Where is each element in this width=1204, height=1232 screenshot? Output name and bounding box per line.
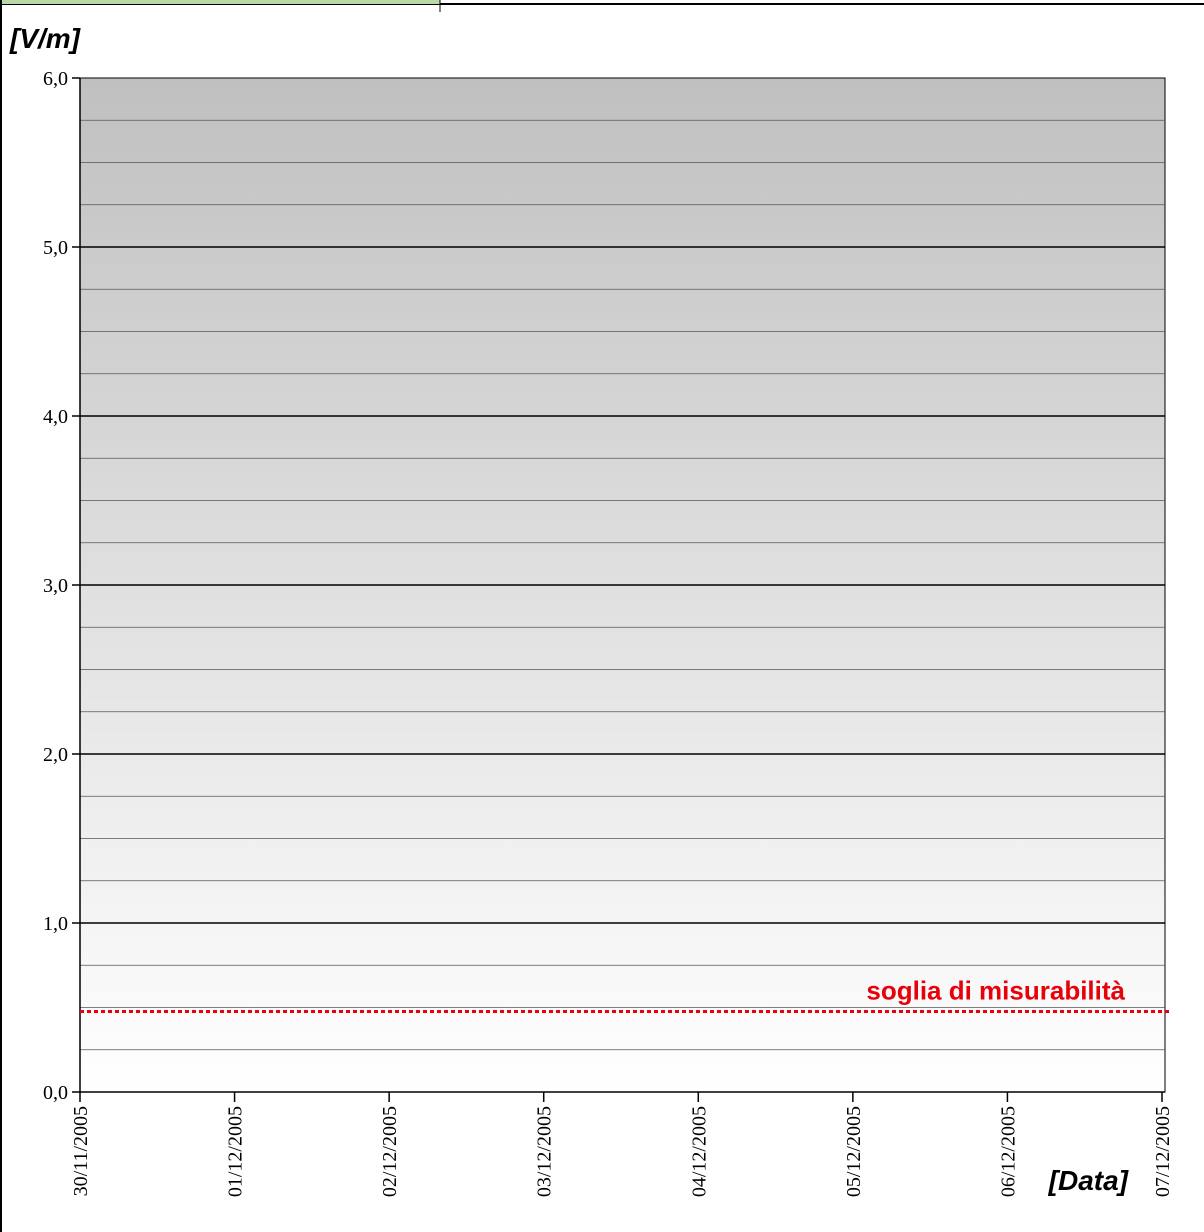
y-tick-label: 4,0 <box>43 406 68 428</box>
corner-tab <box>2 0 440 4</box>
y-tick-label: 1,0 <box>43 913 68 935</box>
threshold-label: soglia di misurabilità <box>866 976 1125 1006</box>
x-tick-label: 01/12/2005 <box>225 1106 247 1197</box>
y-tick-label: 0,0 <box>43 1082 68 1104</box>
x-axis-label: [Data] <box>1048 1165 1130 1196</box>
x-tick-label: 02/12/2005 <box>379 1106 401 1197</box>
x-tick-label: 04/12/2005 <box>688 1106 710 1197</box>
y-tick-label: 6,0 <box>43 68 68 90</box>
x-axis-ticks: 30/11/2005 01/12/2005 02/12/2005 03/12/2005… <box>70 1092 1174 1197</box>
x-tick-label: 07/12/2005 <box>1152 1106 1174 1197</box>
x-tick-label: 06/12/2005 <box>997 1106 1019 1197</box>
y-tick-label: 5,0 <box>43 237 68 259</box>
y-tick-label: 3,0 <box>43 575 68 597</box>
x-tick-label: 05/12/2005 <box>843 1106 865 1197</box>
y-axis-ticks: 0,0 1,0 2,0 3,0 4,0 5,0 6,0 <box>43 68 80 1104</box>
major-gridlines <box>80 246 1165 924</box>
x-tick-label: 03/12/2005 <box>534 1106 556 1197</box>
minor-gridlines <box>80 119 1165 1051</box>
y-tick-label: 2,0 <box>43 744 68 766</box>
x-tick-label: 30/11/2005 <box>70 1106 92 1196</box>
y-axis-label: [V/m] <box>9 23 82 54</box>
